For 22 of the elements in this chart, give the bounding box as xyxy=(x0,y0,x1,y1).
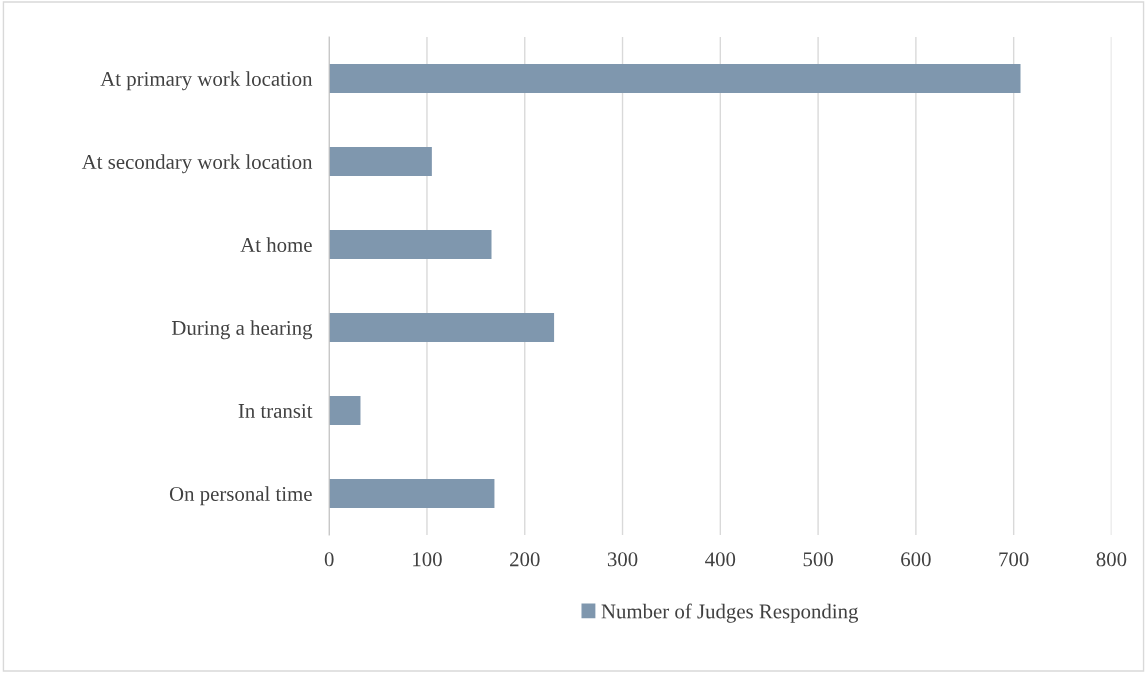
y-tick-label: At home xyxy=(240,237,312,252)
y-tick-label: During a hearing xyxy=(171,320,313,340)
x-tick-label: 700 xyxy=(999,552,1029,567)
x-tick-label: 0 xyxy=(324,552,334,567)
bar xyxy=(329,396,361,426)
bar xyxy=(329,313,555,343)
x-tick-label: 500 xyxy=(803,552,833,567)
x-tick-label: 400 xyxy=(705,552,736,567)
x-tick-label: 600 xyxy=(901,552,931,567)
y-tick-label: At primary work location xyxy=(100,71,313,91)
bar xyxy=(329,479,495,509)
bar xyxy=(329,146,432,177)
y-tick-label: In transit xyxy=(238,403,313,418)
x-tick-label: 800 xyxy=(1096,552,1127,567)
x-tick-label: 200 xyxy=(510,552,540,567)
y-tick-label: On personal time xyxy=(169,486,312,506)
bar xyxy=(329,230,492,260)
bar xyxy=(329,63,1021,94)
x-tick-label: 100 xyxy=(413,552,442,567)
legend-label: Number of Judges Responding xyxy=(601,603,859,623)
y-tick-label: At secondary work location xyxy=(81,154,313,174)
x-tick-label: 300 xyxy=(607,552,638,567)
